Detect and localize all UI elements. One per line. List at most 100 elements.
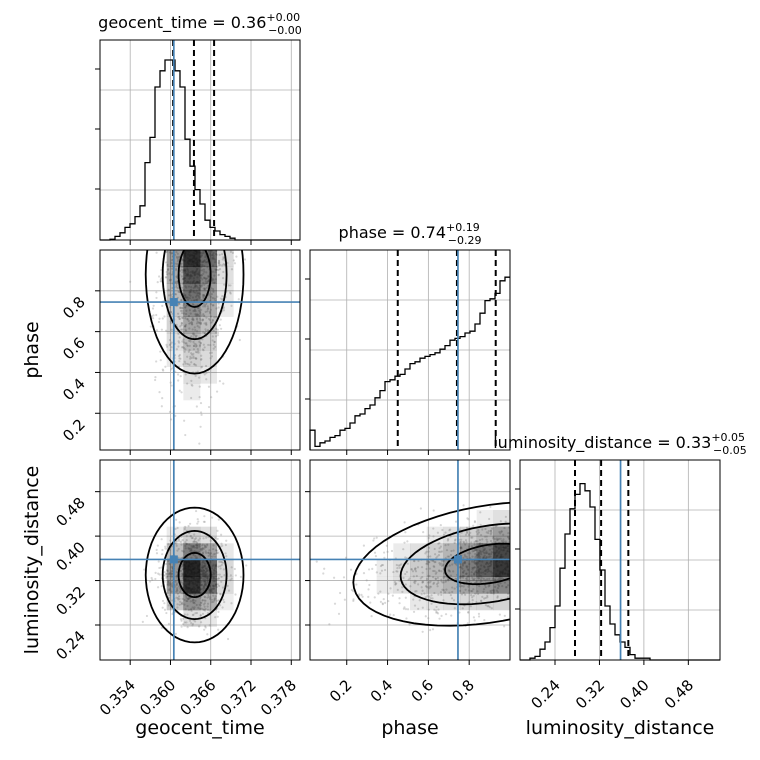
- sample-point: [167, 559, 170, 563]
- sample-point: [403, 521, 406, 524]
- sample-point: [438, 617, 441, 620]
- sample-point: [467, 545, 471, 548]
- sample-point: [165, 273, 169, 276]
- sample-point: [201, 319, 204, 322]
- sample-point: [221, 264, 224, 267]
- sample-point: [498, 530, 501, 534]
- density-cell: [183, 383, 201, 401]
- sample-point: [432, 582, 435, 585]
- sample-point: [182, 341, 186, 344]
- sample-point: [223, 573, 226, 577]
- sample-point: [438, 562, 441, 565]
- sample-point: [191, 624, 194, 627]
- sample-point: [181, 572, 184, 576]
- sample-point: [426, 563, 430, 566]
- sample-point: [167, 581, 170, 584]
- sample-point: [413, 579, 416, 582]
- sample-point: [495, 589, 498, 592]
- sample-point: [315, 560, 318, 563]
- sample-point: [479, 578, 482, 581]
- sample-point: [177, 373, 180, 376]
- sample-point: [211, 277, 215, 281]
- sample-point: [214, 268, 217, 271]
- sample-point: [195, 322, 199, 325]
- sample-point: [188, 597, 191, 600]
- sample-point: [164, 276, 167, 279]
- sample-point: [415, 574, 418, 578]
- sample-point: [428, 595, 431, 598]
- sample-point: [485, 538, 488, 541]
- panels: geocent_time = 0.36+0.00 −0.00 phase = 0.7…: [21, 11, 747, 739]
- sample-point: [367, 568, 371, 571]
- sample-point: [181, 539, 184, 542]
- sample-point: [211, 335, 214, 338]
- sample-point: [197, 625, 201, 628]
- sample-point: [202, 314, 205, 317]
- sample-point: [198, 385, 201, 388]
- sample-point: [181, 265, 184, 269]
- sample-point: [207, 279, 210, 282]
- sample-point: [425, 562, 428, 565]
- sample-point: [160, 405, 163, 408]
- sample-point: [181, 563, 184, 566]
- sample-point: [175, 596, 178, 599]
- sample-point: [205, 277, 209, 280]
- sample-point: [192, 352, 195, 356]
- sample-point: [203, 314, 206, 318]
- sample-point: [180, 323, 183, 327]
- sample-point: [467, 610, 470, 614]
- sample-point: [186, 344, 189, 348]
- sample-point: [176, 589, 179, 592]
- sample-point: [186, 355, 189, 358]
- sample-point: [435, 582, 439, 586]
- sample-point: [428, 585, 432, 588]
- sample-point: [200, 298, 203, 302]
- sample-point: [180, 262, 183, 265]
- sample-point: [212, 290, 215, 294]
- sample-point: [447, 578, 450, 582]
- sample-point: [166, 263, 169, 267]
- sample-point: [433, 591, 436, 595]
- sample-point: [180, 601, 183, 604]
- sample-point: [369, 601, 372, 604]
- sample-point: [224, 543, 227, 547]
- sample-point: [149, 325, 152, 328]
- sample-point: [150, 576, 153, 580]
- x-tick-label-phase: 0.4: [367, 676, 397, 706]
- sample-point: [474, 555, 477, 558]
- density-cell: [460, 576, 477, 594]
- sample-point: [193, 540, 196, 544]
- sample-point: [235, 255, 238, 258]
- sample-point: [413, 582, 417, 585]
- sample-point: [209, 357, 212, 360]
- sample-point: [421, 581, 424, 584]
- sample-point: [206, 633, 209, 636]
- sample-point: [170, 252, 173, 255]
- sample-point: [178, 357, 181, 360]
- sample-point: [156, 544, 159, 547]
- sample-point: [229, 292, 232, 295]
- sample-point: [484, 579, 487, 582]
- sample-point: [167, 579, 171, 582]
- sample-point: [160, 328, 163, 331]
- sample-point: [187, 524, 190, 528]
- sample-point: [440, 570, 443, 573]
- sample-point: [462, 541, 466, 544]
- sample-point: [210, 321, 214, 324]
- sample-point: [193, 533, 196, 536]
- sample-point: [195, 313, 198, 316]
- sample-point: [185, 539, 188, 542]
- sample-point: [179, 590, 182, 594]
- sample-point: [189, 522, 192, 525]
- sample-point: [198, 314, 201, 317]
- sample-point: [174, 370, 177, 373]
- sample-point: [504, 515, 507, 518]
- sample-point: [181, 592, 184, 595]
- sample-point: [176, 281, 179, 284]
- sample-point: [180, 543, 183, 546]
- sample-point: [225, 555, 228, 558]
- sample-point: [506, 596, 509, 599]
- density-cell: [183, 526, 201, 544]
- sample-point: [473, 520, 476, 523]
- sample-point: [479, 523, 482, 526]
